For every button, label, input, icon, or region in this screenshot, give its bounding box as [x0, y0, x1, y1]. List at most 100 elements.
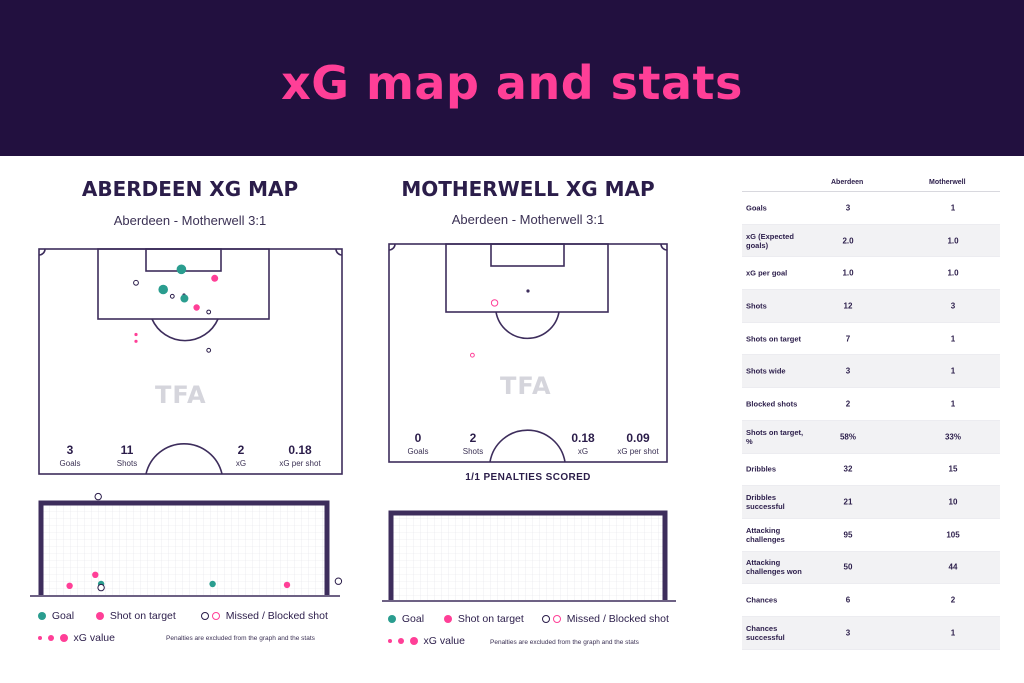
row-label: Shots — [746, 301, 767, 311]
goal-shot-marker — [94, 492, 102, 501]
shot-marker — [180, 294, 189, 303]
goal-shot-marker — [92, 571, 99, 578]
aberdeen-legend: Goal Shot on target Missed / Blocked sho… — [38, 610, 338, 650]
legend-xg-label: xG value — [73, 632, 115, 644]
row-label: Chances — [746, 595, 778, 605]
on-target-legend-icon — [96, 612, 104, 621]
row-label: Attacking challenges won — [746, 558, 802, 577]
motherwell-value: 1 — [950, 399, 956, 409]
table-row: Chances 6 2 — [742, 584, 1000, 617]
aberdeen-value: 3 — [845, 203, 851, 213]
goal-legend-icon — [38, 612, 46, 621]
stats-table-body: Goals 3 1 xG (Expected goals) 2.0 1.0 xG per g… — [742, 192, 1000, 650]
aberdeen-goal-shots — [66, 492, 343, 592]
aberdeen-value: 50 — [843, 562, 853, 572]
aberdeen-value: 12 — [843, 301, 853, 311]
shot-marker — [470, 352, 475, 358]
motherwell-value: 10 — [948, 497, 958, 507]
legend-on-target-label: Shot on target — [457, 613, 524, 625]
motherwell-map-subtitle: Aberdeen - Motherwell 3:1 — [451, 212, 605, 227]
shot-marker — [158, 284, 168, 295]
stats-table-header: Aberdeen Motherwell — [742, 170, 1000, 192]
tfa-watermark-right: TFA — [500, 372, 552, 400]
motherwell-penalty-note: Penalties are excluded from the graph an… — [490, 639, 639, 646]
goal-legend-icon — [388, 615, 396, 624]
column-header-motherwell: Motherwell — [929, 179, 966, 186]
motherwell-stat-xg-per-shot: 0.09 xG per shot — [617, 431, 659, 456]
missed-pink-legend-icon — [211, 612, 220, 621]
shot-marker — [193, 304, 200, 311]
motherwell-stat-goals: 0 Goals — [407, 431, 429, 456]
motherwell-pitch — [388, 243, 668, 463]
aberdeen-value: 32 — [843, 464, 853, 474]
table-row: Chances successful 3 1 — [742, 616, 1000, 650]
legend-xg-label: xG value — [423, 635, 465, 647]
aberdeen-value: 2.0 — [842, 236, 854, 246]
shot-marker — [133, 279, 139, 286]
legend-missed-label: Missed / Blocked shot — [225, 610, 328, 622]
aberdeen-value: 3 — [845, 366, 851, 376]
column-header-aberdeen: Aberdeen — [831, 179, 864, 186]
goal-shot-marker — [334, 577, 343, 585]
table-row: Shots wide 3 1 — [742, 355, 1000, 389]
motherwell-map-title: MOTHERWELL XG MAP — [401, 177, 655, 201]
missed-legend-icon — [542, 615, 550, 624]
aberdeen-stat-shots: 11 Shots — [116, 443, 138, 468]
aberdeen-pitch — [38, 248, 343, 475]
motherwell-legend: Goal Shot on target Missed / Blocked sho… — [388, 613, 678, 653]
shot-marker — [206, 309, 212, 315]
goal-shot-marker — [209, 580, 216, 588]
xg-large-icon — [409, 637, 418, 646]
motherwell-value: 1 — [950, 366, 956, 376]
row-label: Attacking challenges — [746, 525, 785, 544]
goal-shot-marker — [97, 583, 105, 592]
table-row: xG (Expected goals) 2.0 1.0 — [742, 224, 1000, 258]
shot-marker — [134, 332, 138, 337]
xg-medium-icon — [397, 638, 404, 645]
row-label: Dribbles — [746, 464, 777, 474]
legend-on-target-label: Shot on target — [109, 610, 176, 622]
legend-goal-label: Goal — [51, 610, 75, 622]
legend-missed-label: Missed / Blocked shot — [566, 613, 669, 625]
table-row: Shots on target 7 1 — [742, 323, 1000, 356]
motherwell-value: 1.0 — [947, 236, 959, 246]
match-stats-table: Aberdeen Motherwell Goals 3 1 xG (Expected … — [742, 170, 1000, 650]
motherwell-value: 105 — [946, 530, 960, 540]
table-row: Attacking challenges won 50 44 — [742, 551, 1000, 585]
row-label: Chances successful — [746, 623, 785, 642]
table-row: Blocked shots 2 1 — [742, 388, 1000, 421]
aberdeen-goal-frame — [30, 500, 340, 597]
aberdeen-value: 95 — [843, 530, 853, 540]
motherwell-value: 15 — [948, 464, 958, 474]
table-row: Shots on target, % 58% 33% — [742, 420, 1000, 454]
motherwell-value: 1 — [950, 628, 956, 638]
row-label: xG (Expected goals) — [746, 231, 794, 250]
motherwell-value: 44 — [948, 562, 958, 572]
row-label: xG per goal — [746, 268, 788, 278]
shot-marker — [211, 274, 219, 282]
xg-medium-icon — [47, 635, 54, 642]
aberdeen-value: 1.0 — [842, 268, 854, 278]
xg-small-icon — [388, 639, 392, 644]
on-target-legend-icon — [444, 615, 452, 624]
aberdeen-shots — [133, 264, 219, 353]
row-label: Goals — [746, 203, 767, 213]
goal-shot-marker — [66, 582, 73, 589]
page-title: xG map and stats — [281, 56, 743, 110]
xg-large-icon — [59, 634, 68, 643]
aberdeen-value: 6 — [845, 595, 851, 605]
motherwell-shots — [470, 299, 499, 358]
aberdeen-map-title: ABERDEEN XG MAP — [81, 177, 299, 201]
missed-legend-icon — [201, 612, 209, 621]
aberdeen-stat-xg-per-shot: 0.18 xG per shot — [279, 443, 321, 468]
shot-marker — [134, 339, 138, 343]
row-label: Blocked shots — [746, 399, 798, 409]
table-row: Goals 3 1 — [742, 192, 1000, 225]
table-row: Dribbles 32 15 — [742, 454, 1000, 487]
motherwell-goal-frame — [382, 510, 676, 602]
table-row: xG per goal 1.0 1.0 — [742, 257, 1000, 291]
motherwell-value: 1 — [950, 334, 956, 344]
header-banner: xG map and stats — [0, 0, 1024, 156]
aberdeen-value: 7 — [845, 334, 851, 344]
aberdeen-value: 58% — [839, 432, 856, 442]
